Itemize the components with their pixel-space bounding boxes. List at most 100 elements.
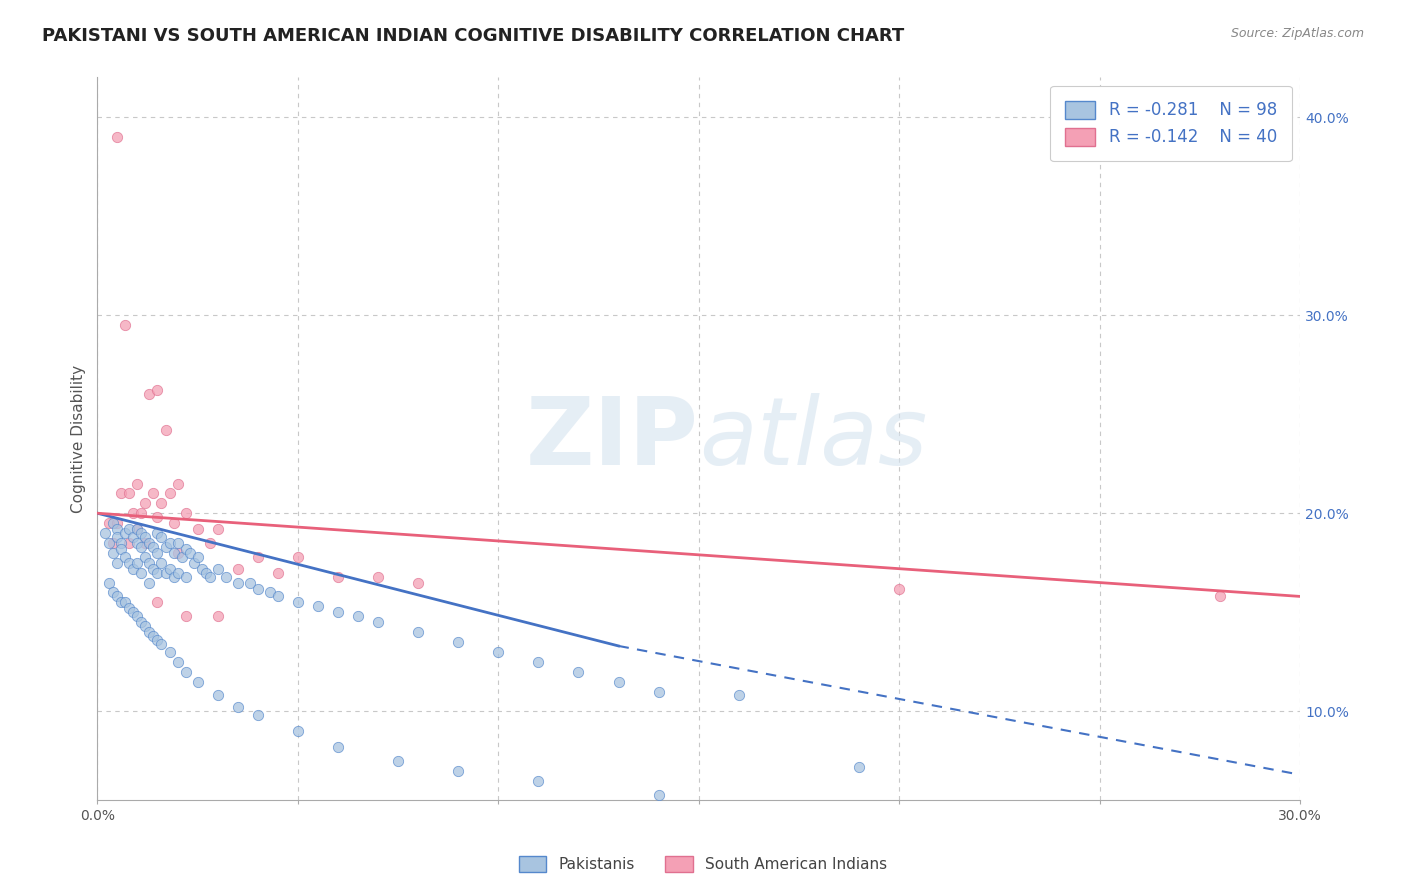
Point xyxy=(527,655,550,669)
Point xyxy=(103,585,125,599)
Point xyxy=(889,582,911,596)
Point xyxy=(159,536,181,550)
Point xyxy=(110,536,132,550)
Point xyxy=(287,595,309,609)
Point xyxy=(134,496,156,510)
Point xyxy=(146,546,169,560)
Point xyxy=(131,566,153,580)
Point xyxy=(122,530,145,544)
Y-axis label: Cognitive Disability: Cognitive Disability xyxy=(72,365,86,513)
Point xyxy=(118,536,141,550)
Point xyxy=(103,536,125,550)
Point xyxy=(134,530,156,544)
Point xyxy=(174,569,197,583)
Point xyxy=(187,674,209,689)
Point xyxy=(146,595,169,609)
Point xyxy=(647,788,669,802)
Point xyxy=(131,506,153,520)
Point xyxy=(127,609,149,624)
Point xyxy=(138,387,160,401)
Point xyxy=(146,384,169,398)
Point xyxy=(174,506,197,520)
Point xyxy=(166,476,188,491)
Point xyxy=(122,506,145,520)
Point xyxy=(226,575,249,590)
Point xyxy=(110,595,132,609)
Point xyxy=(159,645,181,659)
Point xyxy=(162,546,184,560)
Point xyxy=(486,645,509,659)
Point xyxy=(174,609,197,624)
Point xyxy=(246,549,269,564)
Point xyxy=(207,522,229,536)
Point xyxy=(150,496,173,510)
Point xyxy=(162,516,184,530)
Point xyxy=(127,536,149,550)
Point xyxy=(406,625,429,640)
Point xyxy=(287,549,309,564)
Point xyxy=(146,526,169,541)
Point xyxy=(239,575,262,590)
Point xyxy=(1209,590,1232,604)
Point xyxy=(118,556,141,570)
Point xyxy=(105,590,128,604)
Point xyxy=(131,540,153,554)
Point xyxy=(134,536,156,550)
Point xyxy=(142,486,165,500)
Legend: Pakistanis, South American Indians: Pakistanis, South American Indians xyxy=(512,848,894,880)
Point xyxy=(122,605,145,619)
Point xyxy=(105,522,128,536)
Point xyxy=(246,708,269,723)
Point xyxy=(155,423,177,437)
Point xyxy=(146,566,169,580)
Text: Source: ZipAtlas.com: Source: ZipAtlas.com xyxy=(1230,27,1364,40)
Point xyxy=(607,674,630,689)
Point xyxy=(179,546,201,560)
Point xyxy=(267,590,290,604)
Point xyxy=(138,575,160,590)
Point xyxy=(166,546,188,560)
Point xyxy=(194,566,217,580)
Point xyxy=(105,129,128,144)
Point xyxy=(98,575,121,590)
Point xyxy=(155,540,177,554)
Point xyxy=(198,569,221,583)
Point xyxy=(159,486,181,500)
Point xyxy=(347,609,370,624)
Point xyxy=(114,549,136,564)
Point xyxy=(138,625,160,640)
Point xyxy=(246,582,269,596)
Point xyxy=(142,540,165,554)
Point xyxy=(118,486,141,500)
Point xyxy=(110,486,132,500)
Text: atlas: atlas xyxy=(699,393,927,484)
Point xyxy=(122,562,145,576)
Point xyxy=(127,522,149,536)
Point xyxy=(848,760,870,774)
Point xyxy=(259,585,281,599)
Point xyxy=(207,609,229,624)
Point xyxy=(307,599,329,614)
Text: ZIP: ZIP xyxy=(526,393,699,485)
Point xyxy=(207,689,229,703)
Point xyxy=(326,739,349,754)
Point xyxy=(326,605,349,619)
Point xyxy=(131,615,153,630)
Point xyxy=(207,562,229,576)
Point xyxy=(138,556,160,570)
Point xyxy=(146,510,169,524)
Point xyxy=(214,569,236,583)
Point xyxy=(127,476,149,491)
Point xyxy=(134,549,156,564)
Point xyxy=(166,566,188,580)
Point xyxy=(98,516,121,530)
Point xyxy=(150,556,173,570)
Point xyxy=(183,556,205,570)
Point xyxy=(127,522,149,536)
Point xyxy=(138,536,160,550)
Point xyxy=(367,615,389,630)
Point xyxy=(287,724,309,739)
Point xyxy=(94,526,117,541)
Point xyxy=(155,566,177,580)
Point xyxy=(187,522,209,536)
